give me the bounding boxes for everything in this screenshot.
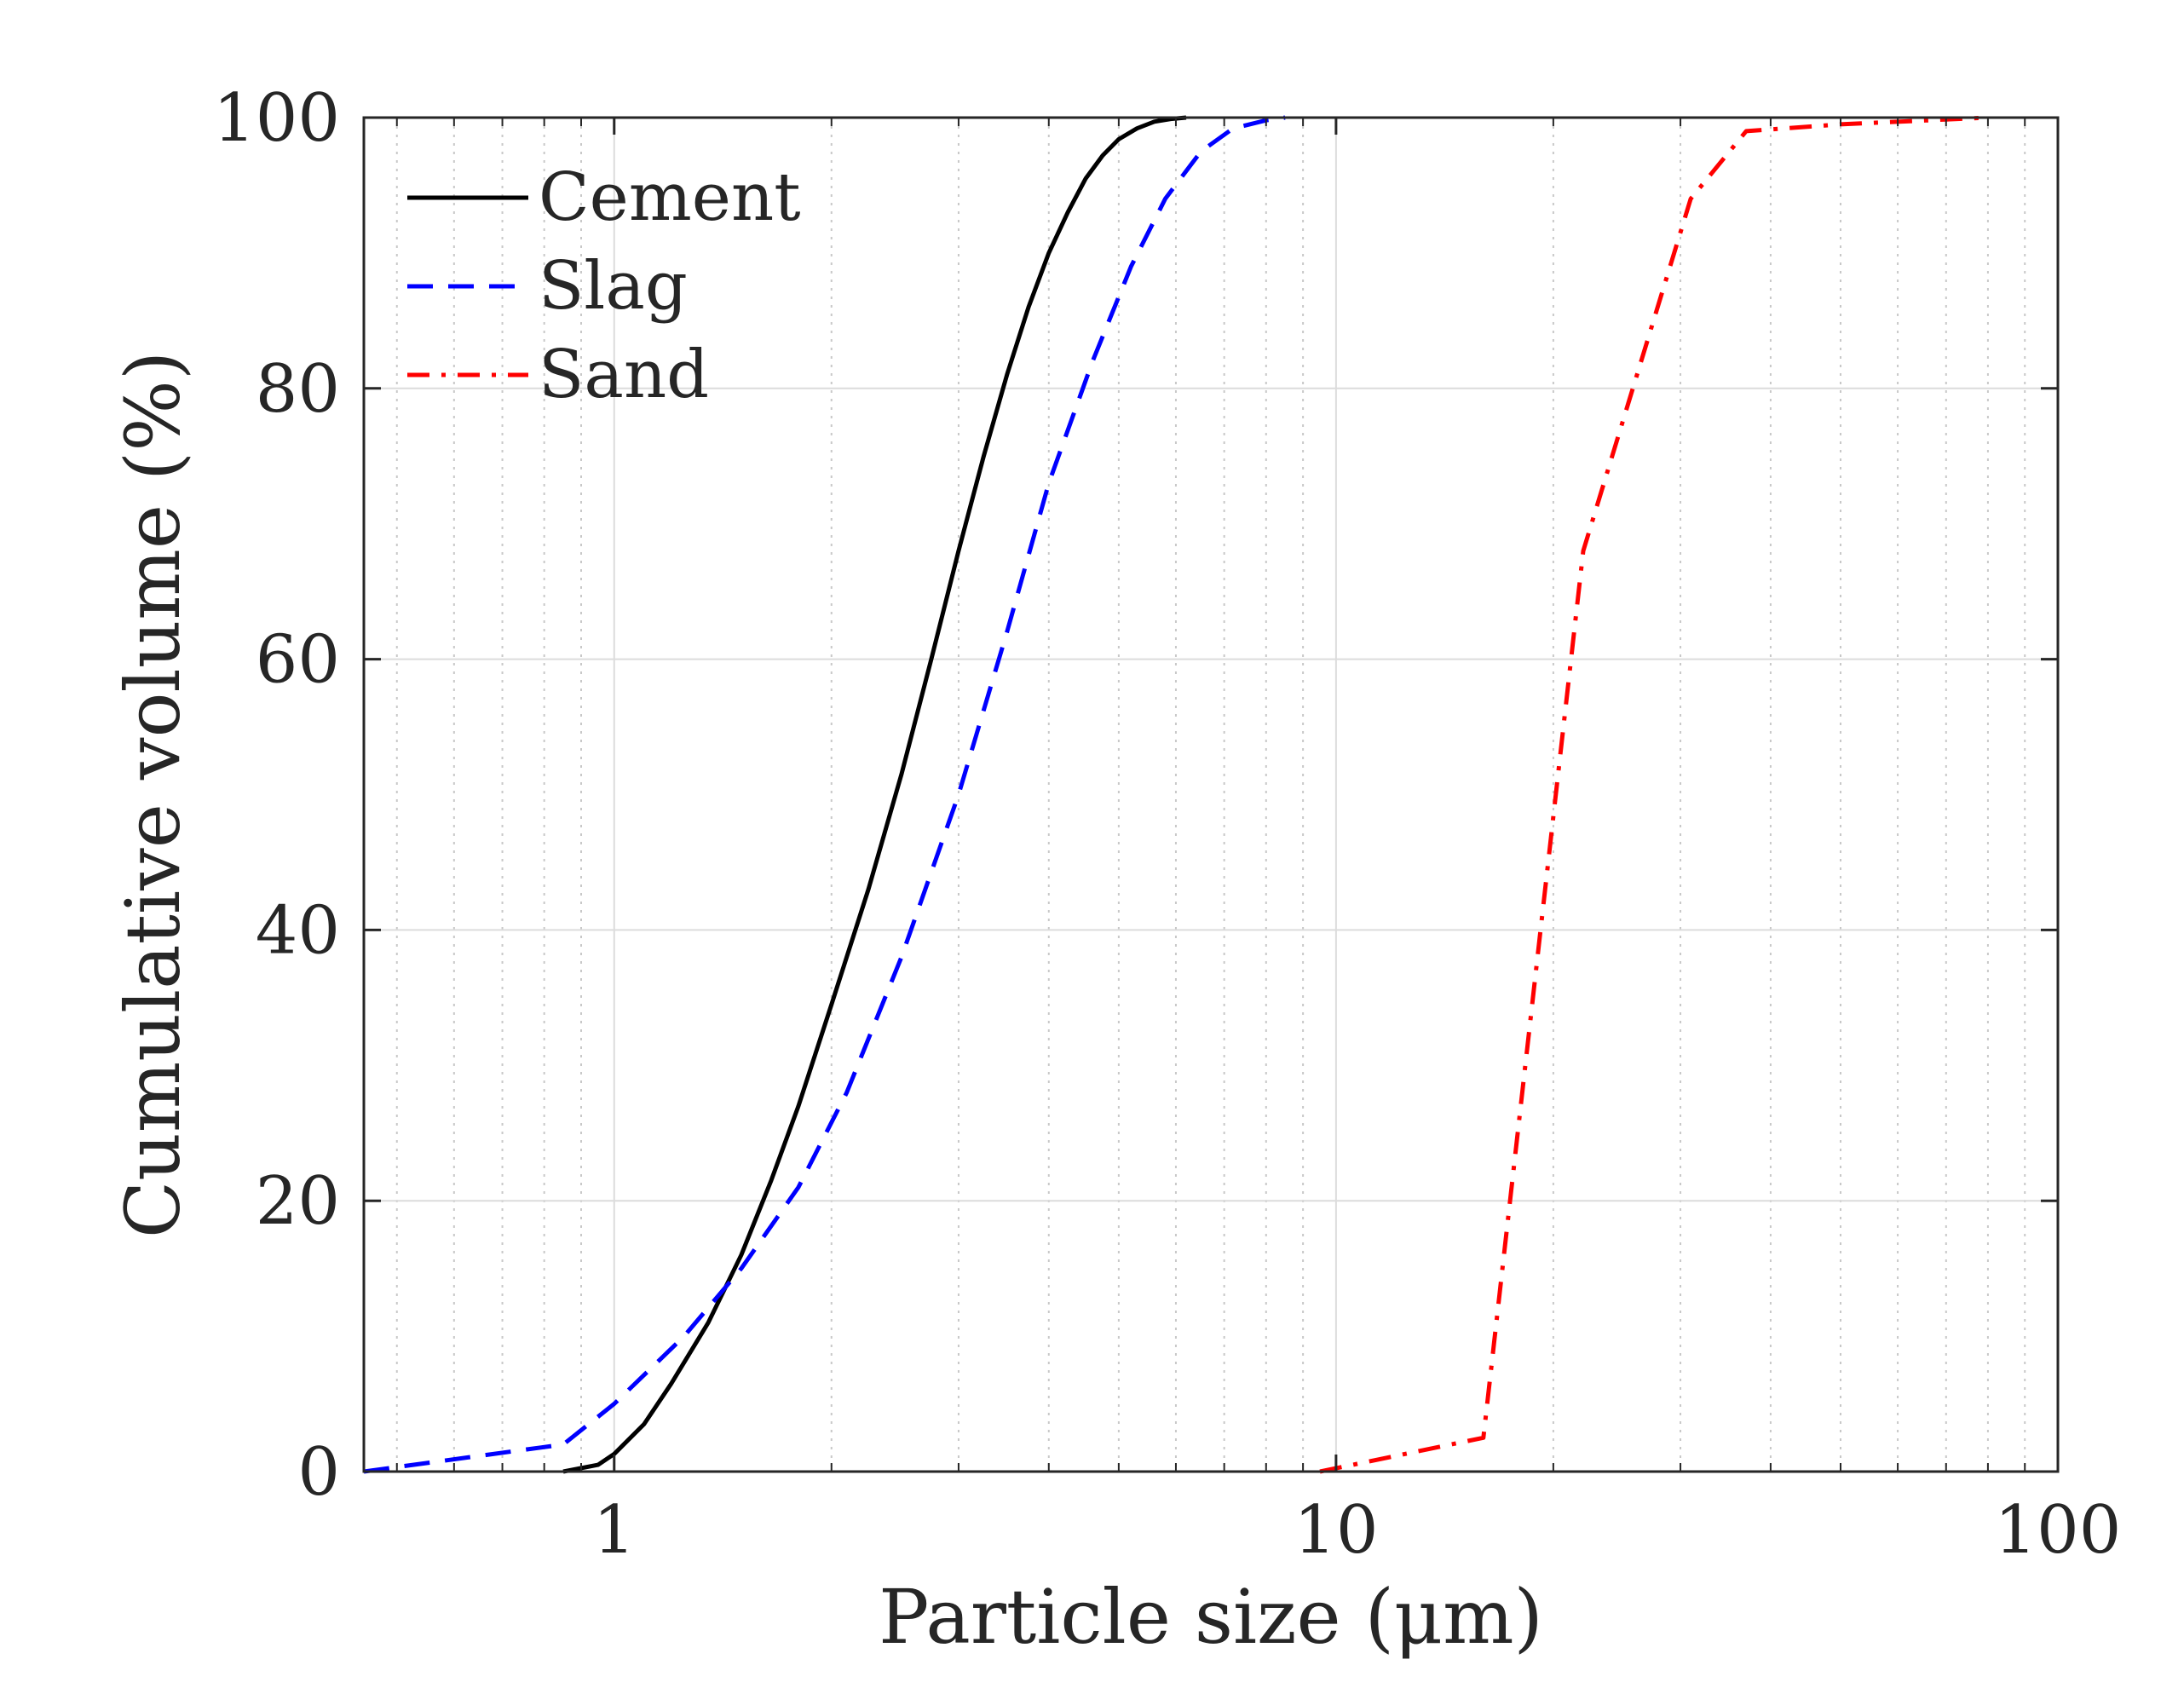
plot-frame	[362, 116, 2060, 1473]
series-line-cement	[562, 115, 1187, 1474]
x-tick-label: 1	[593, 1492, 636, 1569]
tick-layer	[364, 116, 2060, 1473]
legend-label-slag: Slag	[539, 248, 688, 325]
x-tick-label: 100	[1995, 1492, 2122, 1569]
legend-label-sand: Sand	[539, 337, 709, 413]
y-tick-label: 20	[256, 1163, 340, 1240]
y-tick-label: 60	[256, 622, 340, 699]
y-tick-label: 0	[297, 1434, 340, 1511]
y-tick-label: 100	[213, 80, 340, 157]
series-line-slag	[363, 115, 1286, 1474]
y-tick-label: 80	[256, 351, 340, 428]
y-tick-label: 40	[256, 892, 340, 969]
legend: Cement Slag Sand	[407, 159, 801, 413]
y-axis-title: Cumulative volume (%)	[109, 351, 197, 1238]
tick-label-layer: 1 10 100 0 20 40 60 80 100	[213, 80, 2121, 1569]
series-line-sand	[1319, 115, 1989, 1474]
x-axis-title: Particle size (μm)	[879, 1573, 1543, 1661]
legend-label-cement: Cement	[539, 159, 801, 236]
x-tick-label: 10	[1294, 1492, 1378, 1569]
